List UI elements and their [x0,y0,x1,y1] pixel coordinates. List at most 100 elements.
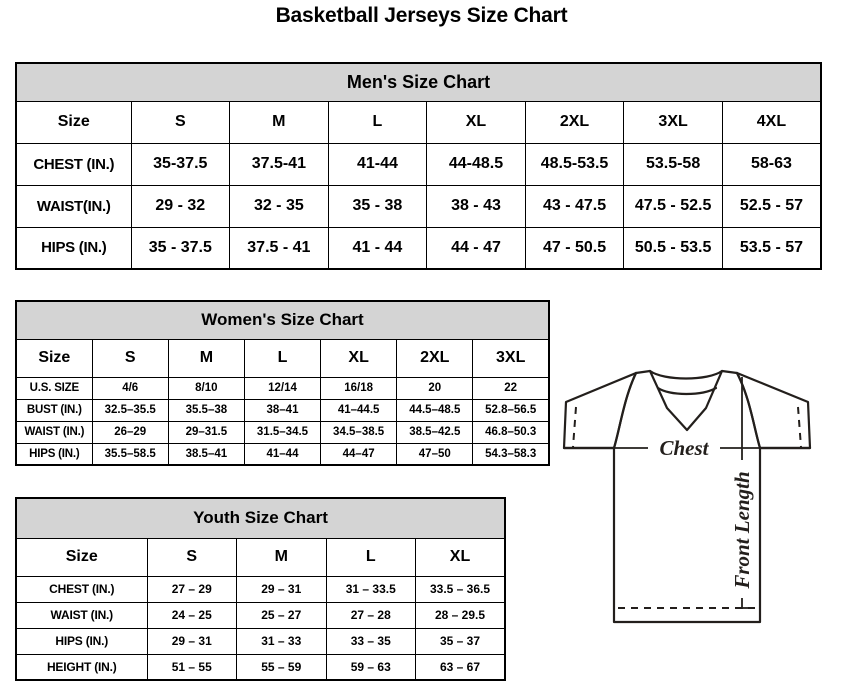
row-label-chest: CHEST (IN.) [15,575,148,603]
column-header-3xl: 3XL [623,100,723,144]
youth-table-caption: Youth Size Chart [15,497,506,539]
chest-measure-label: Chest [659,436,709,460]
column-header-size: Size [15,100,132,144]
cell-hips-s: 29 – 31 [146,627,237,655]
cell-height-s: 51 – 55 [146,653,237,681]
row-label-us-size: U.S. SIZE [15,376,93,400]
table-row: CHEST (IN.) 35-37.5 37.5-41 41-44 44-48.… [15,142,822,186]
cell-height-xl: 63 – 67 [415,653,506,681]
cell-hips-xl: 44–47 [320,442,398,466]
jersey-measurement-diagram: Chest Front Length [540,350,843,670]
column-header-xl: XL [320,338,398,378]
cell-bust-m: 35.5–38 [167,398,245,422]
row-label-hips: HIPS (IN.) [15,442,93,466]
cell-waist-l: 35 - 38 [327,184,428,228]
table-row: U.S. SIZE 4/6 8/10 12/14 16/18 20 22 [15,376,550,400]
column-header-s: S [146,537,237,577]
cell-chest-4xl: 58-63 [721,142,822,186]
cell-hips-3xl: 50.5 - 53.5 [623,226,723,270]
table-caption-row: Men's Size Chart [15,62,822,102]
column-header-s: S [91,338,169,378]
cell-bust-l: 38–41 [243,398,322,422]
cell-us-size-s: 4/6 [91,376,169,400]
cell-hips-3xl: 54.3–58.3 [472,442,550,466]
table-caption-row: Youth Size Chart [15,497,506,539]
column-header-3xl: 3XL [472,338,550,378]
column-header-s: S [130,100,231,144]
cell-chest-s: 27 – 29 [146,575,237,603]
cell-hips-4xl: 53.5 - 57 [721,226,822,270]
cell-us-size-l: 12/14 [243,376,322,400]
cell-waist-xl: 28 – 29.5 [415,601,506,629]
cell-hips-m: 38.5–41 [167,442,245,466]
cell-waist-s: 29 - 32 [130,184,231,228]
cell-hips-2xl: 47 - 50.5 [524,226,625,270]
row-label-waist: WAIST (IN.) [15,420,93,444]
cell-hips-l: 41–44 [243,442,322,466]
cell-hips-m: 31 – 33 [236,627,327,655]
table-row: HEIGHT (IN.) 51 – 55 55 – 59 59 – 63 63 … [15,653,506,681]
collar-outer [634,369,739,432]
row-label-hips: HIPS (IN.) [15,226,132,270]
cell-waist-l: 31.5–34.5 [243,420,322,444]
cell-waist-3xl: 47.5 - 52.5 [623,184,723,228]
column-header-2xl: 2XL [396,338,474,378]
womens-size-chart-table: Women's Size Chart Size S M L XL 2XL 3XL… [15,300,550,466]
cell-chest-xl: 44-48.5 [426,142,526,186]
cell-chest-m: 29 – 31 [236,575,327,603]
column-header-m: M [229,100,329,144]
cell-us-size-xl: 16/18 [320,376,398,400]
cell-chest-3xl: 53.5-58 [623,142,723,186]
cell-us-size-3xl: 22 [472,376,550,400]
table-header-row: Size S M L XL [15,537,506,577]
cell-waist-xl: 34.5–38.5 [320,420,398,444]
cell-chest-2xl: 48.5-53.5 [524,142,625,186]
left-shoulder-seam [612,371,638,450]
table-row: HIPS (IN.) 35.5–58.5 38.5–41 41–44 44–47… [15,442,550,466]
cell-waist-3xl: 46.8–50.3 [472,420,550,444]
page-title: Basketball Jerseys Size Chart [275,4,568,27]
cell-hips-l: 41 - 44 [327,226,428,270]
front-length-measure-label: Front Length [730,471,754,589]
cell-height-m: 55 – 59 [236,653,327,681]
row-label-hips: HIPS (IN.) [15,627,148,655]
cell-hips-s: 35.5–58.5 [91,442,169,466]
table-row: WAIST (IN.) 26–29 29–31.5 31.5–34.5 34.5… [15,420,550,444]
table-header-row: Size S M L XL 2XL 3XL 4XL [15,100,822,144]
column-header-m: M [236,537,327,577]
row-label-bust: BUST (IN.) [15,398,93,422]
table-row: WAIST(IN.) 29 - 32 32 - 35 35 - 38 38 - … [15,184,822,228]
column-header-xl: XL [415,537,506,577]
column-header-l: L [325,537,416,577]
mens-size-chart-table: Men's Size Chart Size S M L XL 2XL 3XL 4… [15,62,822,270]
table-row: HIPS (IN.) 29 – 31 31 – 33 33 – 35 35 – … [15,627,506,655]
cell-waist-2xl: 38.5–42.5 [396,420,474,444]
collar-middle [648,369,724,380]
column-header-size: Size [15,537,148,577]
table-caption-row: Women's Size Chart [15,300,550,340]
cell-waist-l: 27 – 28 [325,601,416,629]
row-label-waist: WAIST (IN.) [15,601,148,629]
table-row: WAIST (IN.) 24 – 25 25 – 27 27 – 28 28 –… [15,601,506,629]
row-label-waist: WAIST(IN.) [15,184,132,228]
cell-hips-s: 35 - 37.5 [130,226,231,270]
column-header-m: M [167,338,245,378]
column-header-l: L [327,100,428,144]
cell-waist-m: 25 – 27 [236,601,327,629]
column-header-l: L [243,338,322,378]
cell-waist-m: 32 - 35 [229,184,329,228]
cell-bust-xl: 41–44.5 [320,398,398,422]
cell-us-size-2xl: 20 [396,376,474,400]
table-row: CHEST (IN.) 27 – 29 29 – 31 31 – 33.5 33… [15,575,506,603]
cell-chest-m: 37.5-41 [229,142,329,186]
cell-chest-xl: 33.5 – 36.5 [415,575,506,603]
right-shoulder-seam [735,371,762,450]
cell-hips-xl: 35 – 37 [415,627,506,655]
cell-waist-m: 29–31.5 [167,420,245,444]
youth-size-chart-table: Youth Size Chart Size S M L XL CHEST (IN… [15,497,506,681]
cell-hips-l: 33 – 35 [325,627,416,655]
cell-waist-4xl: 52.5 - 57 [721,184,822,228]
column-header-size: Size [15,338,93,378]
cell-chest-s: 35-37.5 [130,142,231,186]
right-sleeve-hem-dash [797,406,802,448]
